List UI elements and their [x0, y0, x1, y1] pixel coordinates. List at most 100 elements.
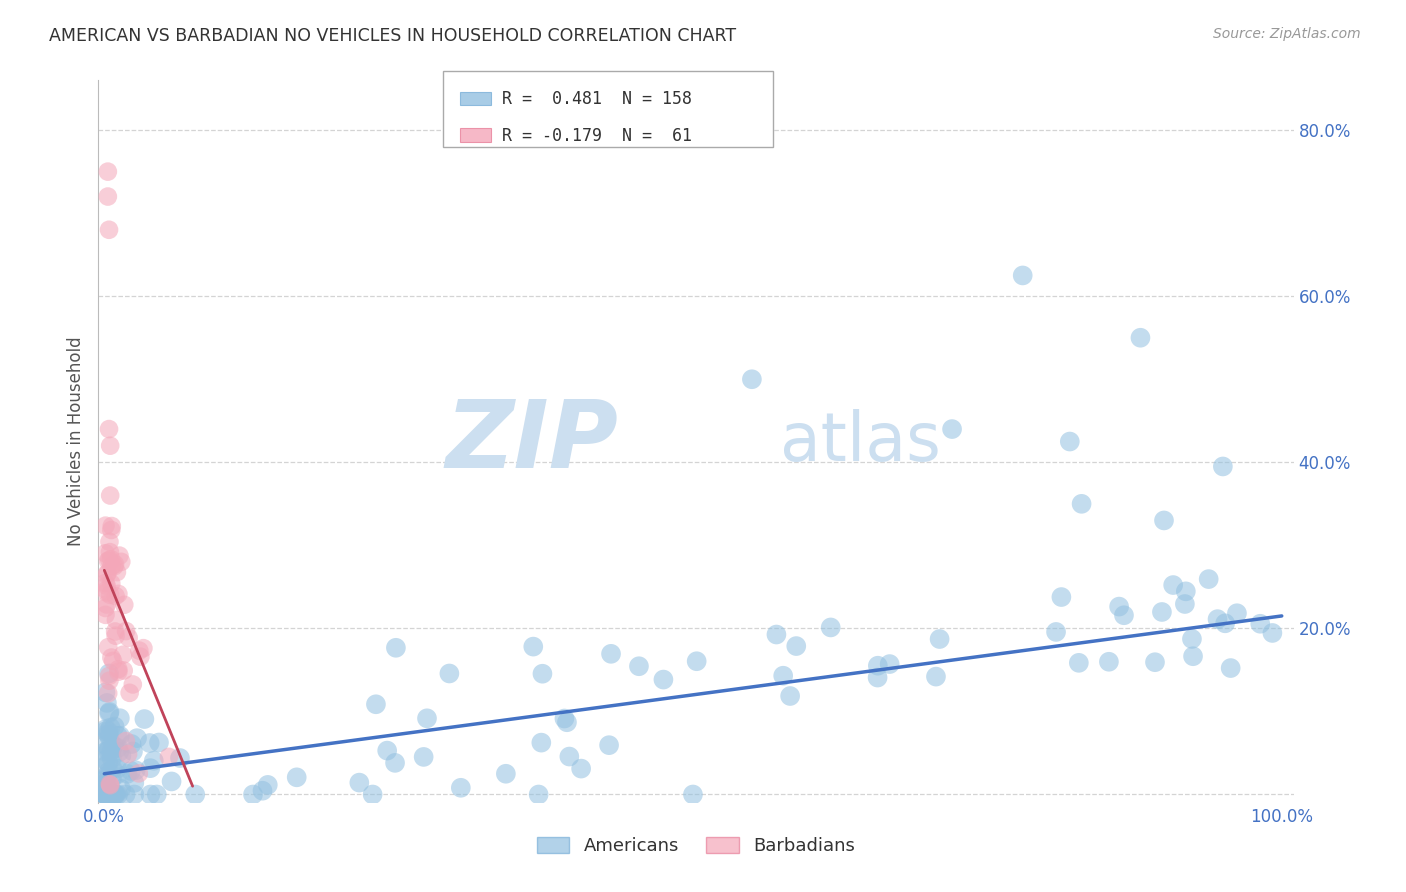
Point [98, 673, 121, 688]
Point [94, 788, 117, 802]
Point [682, 788, 704, 802]
Point [928, 632, 950, 646]
Point [103, 559, 125, 574]
Point [100, 788, 122, 802]
Point [1249, 616, 1271, 631]
Point [97, 640, 120, 655]
Point [118, 686, 141, 700]
Point [98, 706, 121, 721]
Point [100, 743, 122, 757]
Point [1206, 612, 1229, 626]
Point [785, 639, 807, 653]
Point [101, 654, 124, 668]
Point [100, 650, 122, 665]
Point [94, 788, 117, 802]
Point [412, 750, 434, 764]
Point [1198, 572, 1220, 586]
Point [252, 783, 274, 797]
Point [139, 788, 162, 802]
Point [128, 643, 150, 657]
Point [101, 751, 124, 765]
Point [134, 712, 156, 726]
Point [100, 552, 122, 566]
Point [103, 788, 125, 802]
Point [107, 788, 129, 802]
Point [94, 788, 117, 802]
Point [925, 670, 948, 684]
Point [439, 666, 461, 681]
Point [96, 567, 118, 582]
Point [94, 601, 117, 615]
Point [97, 566, 120, 580]
Point [97, 189, 120, 203]
Point [107, 741, 129, 756]
Point [1050, 590, 1073, 604]
Point [685, 654, 707, 668]
Point [94, 788, 117, 802]
Point [1067, 656, 1090, 670]
Point [94, 788, 117, 802]
Point [98, 788, 121, 802]
Point [94, 745, 117, 759]
Text: R =  0.481  N = 158: R = 0.481 N = 158 [502, 90, 692, 108]
Point [94, 788, 117, 802]
Point [765, 627, 787, 641]
Point [495, 766, 517, 780]
Point [97, 741, 120, 756]
Point [1213, 616, 1236, 631]
Point [94, 788, 117, 802]
Point [139, 761, 162, 775]
Point [1059, 434, 1081, 449]
Point [108, 729, 131, 743]
Point [132, 641, 155, 656]
Text: atlas: atlas [779, 409, 941, 475]
Point [96, 598, 118, 612]
Point [94, 518, 117, 533]
Point [98, 588, 121, 602]
Point [98, 669, 121, 683]
Point [416, 711, 439, 725]
Point [104, 558, 127, 572]
Point [94, 724, 117, 739]
Point [94, 788, 117, 802]
Point [96, 774, 118, 789]
Point [600, 647, 623, 661]
Point [242, 788, 264, 802]
Point [101, 772, 124, 786]
Point [117, 631, 139, 645]
Point [94, 772, 117, 787]
Point [98, 553, 121, 567]
Point [110, 781, 132, 796]
Text: Source: ZipAtlas.com: Source: ZipAtlas.com [1213, 27, 1361, 41]
Point [146, 788, 169, 802]
Point [128, 766, 150, 780]
Point [285, 770, 308, 784]
Point [1219, 661, 1241, 675]
Point [104, 629, 127, 643]
Point [1153, 513, 1175, 527]
Point [107, 729, 129, 743]
Point [107, 665, 129, 679]
Point [108, 549, 131, 563]
Point [364, 698, 387, 712]
Point [104, 624, 127, 639]
Text: ZIP: ZIP [446, 395, 619, 488]
Point [94, 607, 117, 622]
Point [100, 721, 122, 735]
Point [98, 439, 121, 453]
Point [98, 223, 121, 237]
Point [98, 778, 121, 792]
Point [96, 769, 118, 783]
Point [1143, 655, 1166, 669]
Point [531, 666, 554, 681]
Point [124, 776, 146, 790]
Point [94, 576, 117, 591]
Point [941, 422, 963, 436]
Point [94, 788, 117, 802]
Point [104, 788, 127, 802]
Point [94, 786, 117, 800]
Point [98, 705, 121, 719]
Legend: Americans, Barbadians: Americans, Barbadians [530, 830, 862, 863]
Point [384, 756, 406, 770]
Point [375, 743, 398, 757]
